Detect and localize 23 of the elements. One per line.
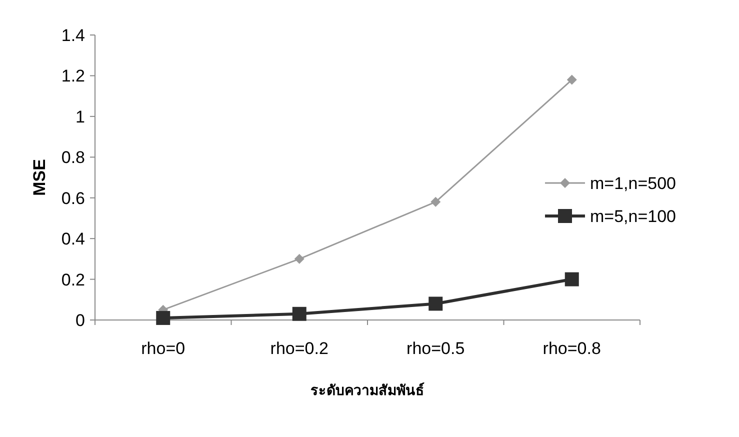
y-tick-label: 0.6 [61,188,85,208]
y-tick-label: 1 [76,107,85,126]
x-tick-label: rho=0.5 [406,339,465,358]
point [294,254,304,264]
y-tick-label: 1.4 [61,26,85,45]
y-axis-title: MSE [30,159,49,196]
legend-label: m=5,n=100 [590,207,676,226]
y-tick-label: 0.4 [61,230,85,249]
legend-label: m=1,n=500 [590,174,676,193]
y-tick-label: 0.8 [61,148,85,168]
x-tick-label: rho=0.8 [542,339,601,358]
x-tick-label: rho=0 [141,339,186,358]
x-tick-label: rho=0.2 [270,339,328,358]
y-tick-label: 1.2 [61,66,85,86]
point [292,306,306,321]
point [156,310,170,325]
point [564,272,579,286]
point [430,196,441,207]
x-axis-title: ระดับความสัมพันธ์ [310,382,424,398]
point [428,296,443,311]
point [566,74,577,85]
y-tick-label: 0.2 [61,270,85,290]
y-tick-label: 0 [76,311,85,330]
